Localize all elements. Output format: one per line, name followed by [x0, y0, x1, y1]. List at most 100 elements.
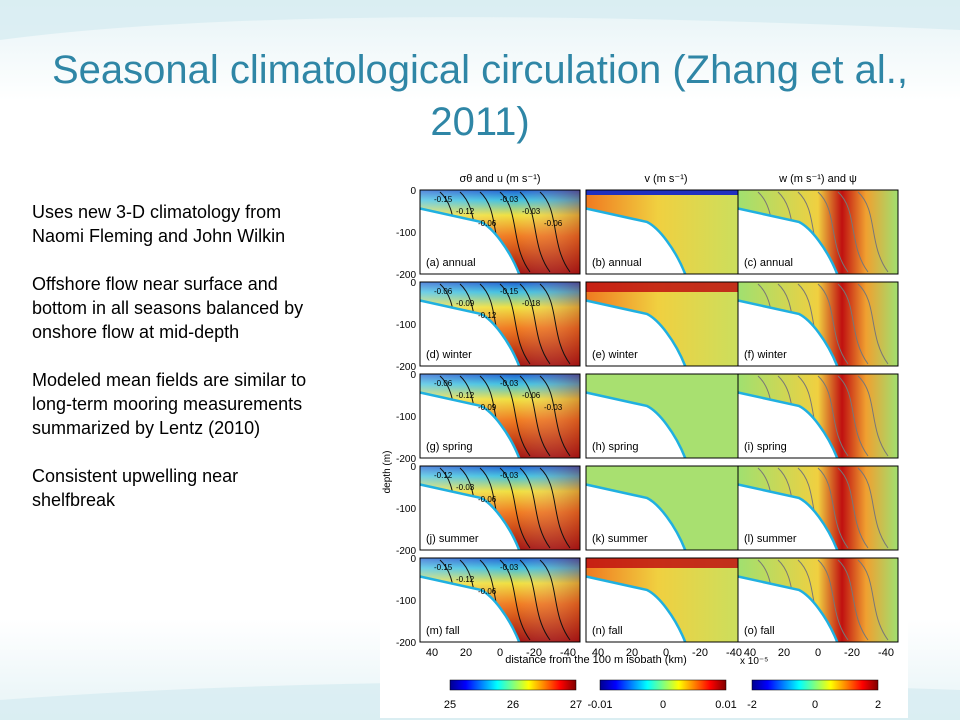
- x-tick: 40: [592, 647, 604, 659]
- seafloor: [586, 392, 686, 458]
- panel: (n) fall: [585, 557, 747, 643]
- contour-label: -0.18: [522, 299, 541, 308]
- panel-frame: [737, 557, 899, 643]
- contour-label: -0.12: [456, 207, 475, 216]
- colorbar-gradient: [599, 679, 727, 691]
- colorbar-tick: 27: [570, 699, 582, 711]
- x-tick: 20: [460, 647, 472, 659]
- contour-line: [499, 375, 531, 457]
- contour-label: -0.06: [434, 379, 453, 388]
- seafloor: [586, 484, 686, 550]
- bullet-upwelling: Consistent upwelling near shelfbreak: [32, 466, 239, 510]
- x-tick: 20: [778, 647, 790, 659]
- x-tick: -40: [726, 647, 742, 659]
- x-tick: 0: [815, 647, 821, 659]
- seafloor: [420, 300, 520, 366]
- seafloor: [738, 208, 838, 274]
- contour-line: [499, 191, 531, 273]
- contour-label: -0.12: [434, 471, 453, 480]
- seafloor-edge: [737, 391, 839, 459]
- panel-frame: [737, 189, 899, 275]
- depth-tick: 0: [410, 186, 416, 197]
- contour-label: -0.15: [500, 287, 519, 296]
- panel-label: (f) winter: [744, 349, 787, 361]
- column-titles: σθ and u (m s⁻¹) v (m s⁻¹) w (m s⁻¹) and ψ: [459, 173, 857, 185]
- panel-frame: [419, 281, 581, 367]
- contour-line: [539, 467, 571, 549]
- contour-label: -0.06: [434, 287, 453, 296]
- contour-label: -0.06: [478, 587, 497, 596]
- depth-tick: -100: [396, 412, 416, 423]
- colorbar-tick: 0: [812, 699, 818, 711]
- seafloor: [420, 208, 520, 274]
- depth-tick: -200: [396, 270, 416, 281]
- panel: (c) annual: [737, 189, 899, 275]
- colorbar-tick: 26: [507, 699, 519, 711]
- bullet-climatology: Uses new 3-D climatology from Naomi Flem…: [32, 202, 286, 246]
- seafloor-edge: [419, 575, 521, 643]
- x-tick: -40: [560, 647, 576, 659]
- contour-line: [817, 559, 849, 641]
- colorbar-gradient: [751, 679, 879, 691]
- bullet-modeled-fields: Modeled mean fields are similar to long-…: [32, 370, 307, 438]
- panel: (h) spring: [585, 373, 747, 459]
- panel-label: (o) fall: [744, 625, 775, 637]
- colorbars: 25 26 27 -0.01 0 0.01 -2 0 2: [444, 679, 881, 711]
- colorbar-tick: -2: [747, 699, 757, 711]
- seafloor-edge: [737, 299, 839, 367]
- panel-frame: [419, 189, 581, 275]
- seafloor-edge: [585, 483, 687, 551]
- panel-frame: [737, 281, 899, 367]
- panel: (d) winter: [419, 281, 581, 367]
- seafloor: [420, 576, 520, 642]
- x-tick: -20: [844, 647, 860, 659]
- figure-canvas: σθ and u (m s⁻¹) v (m s⁻¹) w (m s⁻¹) and ψ…: [382, 173, 899, 711]
- contour-line: [817, 283, 849, 365]
- x-tick: 40: [744, 647, 756, 659]
- contour-line: [837, 467, 869, 549]
- panel-frame: [737, 373, 899, 459]
- colorbar: 25 26 27: [444, 679, 582, 711]
- contour-label: -0.03: [500, 195, 519, 204]
- seafloor-edge: [737, 575, 839, 643]
- contour-line: [519, 467, 551, 549]
- contour-label: -0.06: [478, 219, 497, 228]
- contour-label: -0.03: [456, 483, 475, 492]
- contour-label: -0.06: [522, 391, 541, 400]
- contour-line: [539, 191, 571, 273]
- depth-tick: 0: [410, 462, 416, 473]
- panel-frame: [419, 557, 581, 643]
- seafloor: [420, 392, 520, 458]
- panel-frame: [737, 465, 899, 551]
- x-tick: 0: [497, 647, 503, 659]
- panel-label: (h) spring: [592, 441, 638, 453]
- seafloor: [738, 576, 838, 642]
- seafloor-edge: [585, 391, 687, 459]
- contour-line: [837, 191, 869, 273]
- surface-jet: [586, 558, 746, 568]
- bullet-list: Uses new 3-D climatology from Naomi Flem…: [32, 200, 312, 536]
- panel-label: (d) winter: [426, 349, 472, 361]
- contour-line: [837, 375, 869, 457]
- contour-line: [539, 375, 571, 457]
- contour-line: [817, 467, 849, 549]
- contour-line: [817, 375, 849, 457]
- depth-tick: -200: [396, 638, 416, 649]
- seafloor-edge: [585, 207, 687, 275]
- contour-line: [519, 283, 551, 365]
- contour-label: -0.06: [478, 495, 497, 504]
- column-title: σθ and u (m s⁻¹): [459, 173, 540, 185]
- x-tick: 0: [663, 647, 669, 659]
- panel-label: (b) annual: [592, 257, 642, 269]
- contour-line: [519, 559, 551, 641]
- depth-tick: 0: [410, 278, 416, 289]
- panel: (o) fall: [737, 557, 899, 643]
- contour-label: -0.03: [522, 207, 541, 216]
- x-tick: -20: [692, 647, 708, 659]
- contour-line: [519, 375, 551, 457]
- contour-line: [857, 191, 889, 273]
- scale-note: x 10⁻⁵: [740, 656, 768, 667]
- x-tick: 20: [626, 647, 638, 659]
- bullet-offshore-flow: Offshore flow near surface and bottom in…: [32, 274, 304, 342]
- panel-label: (a) annual: [426, 257, 476, 269]
